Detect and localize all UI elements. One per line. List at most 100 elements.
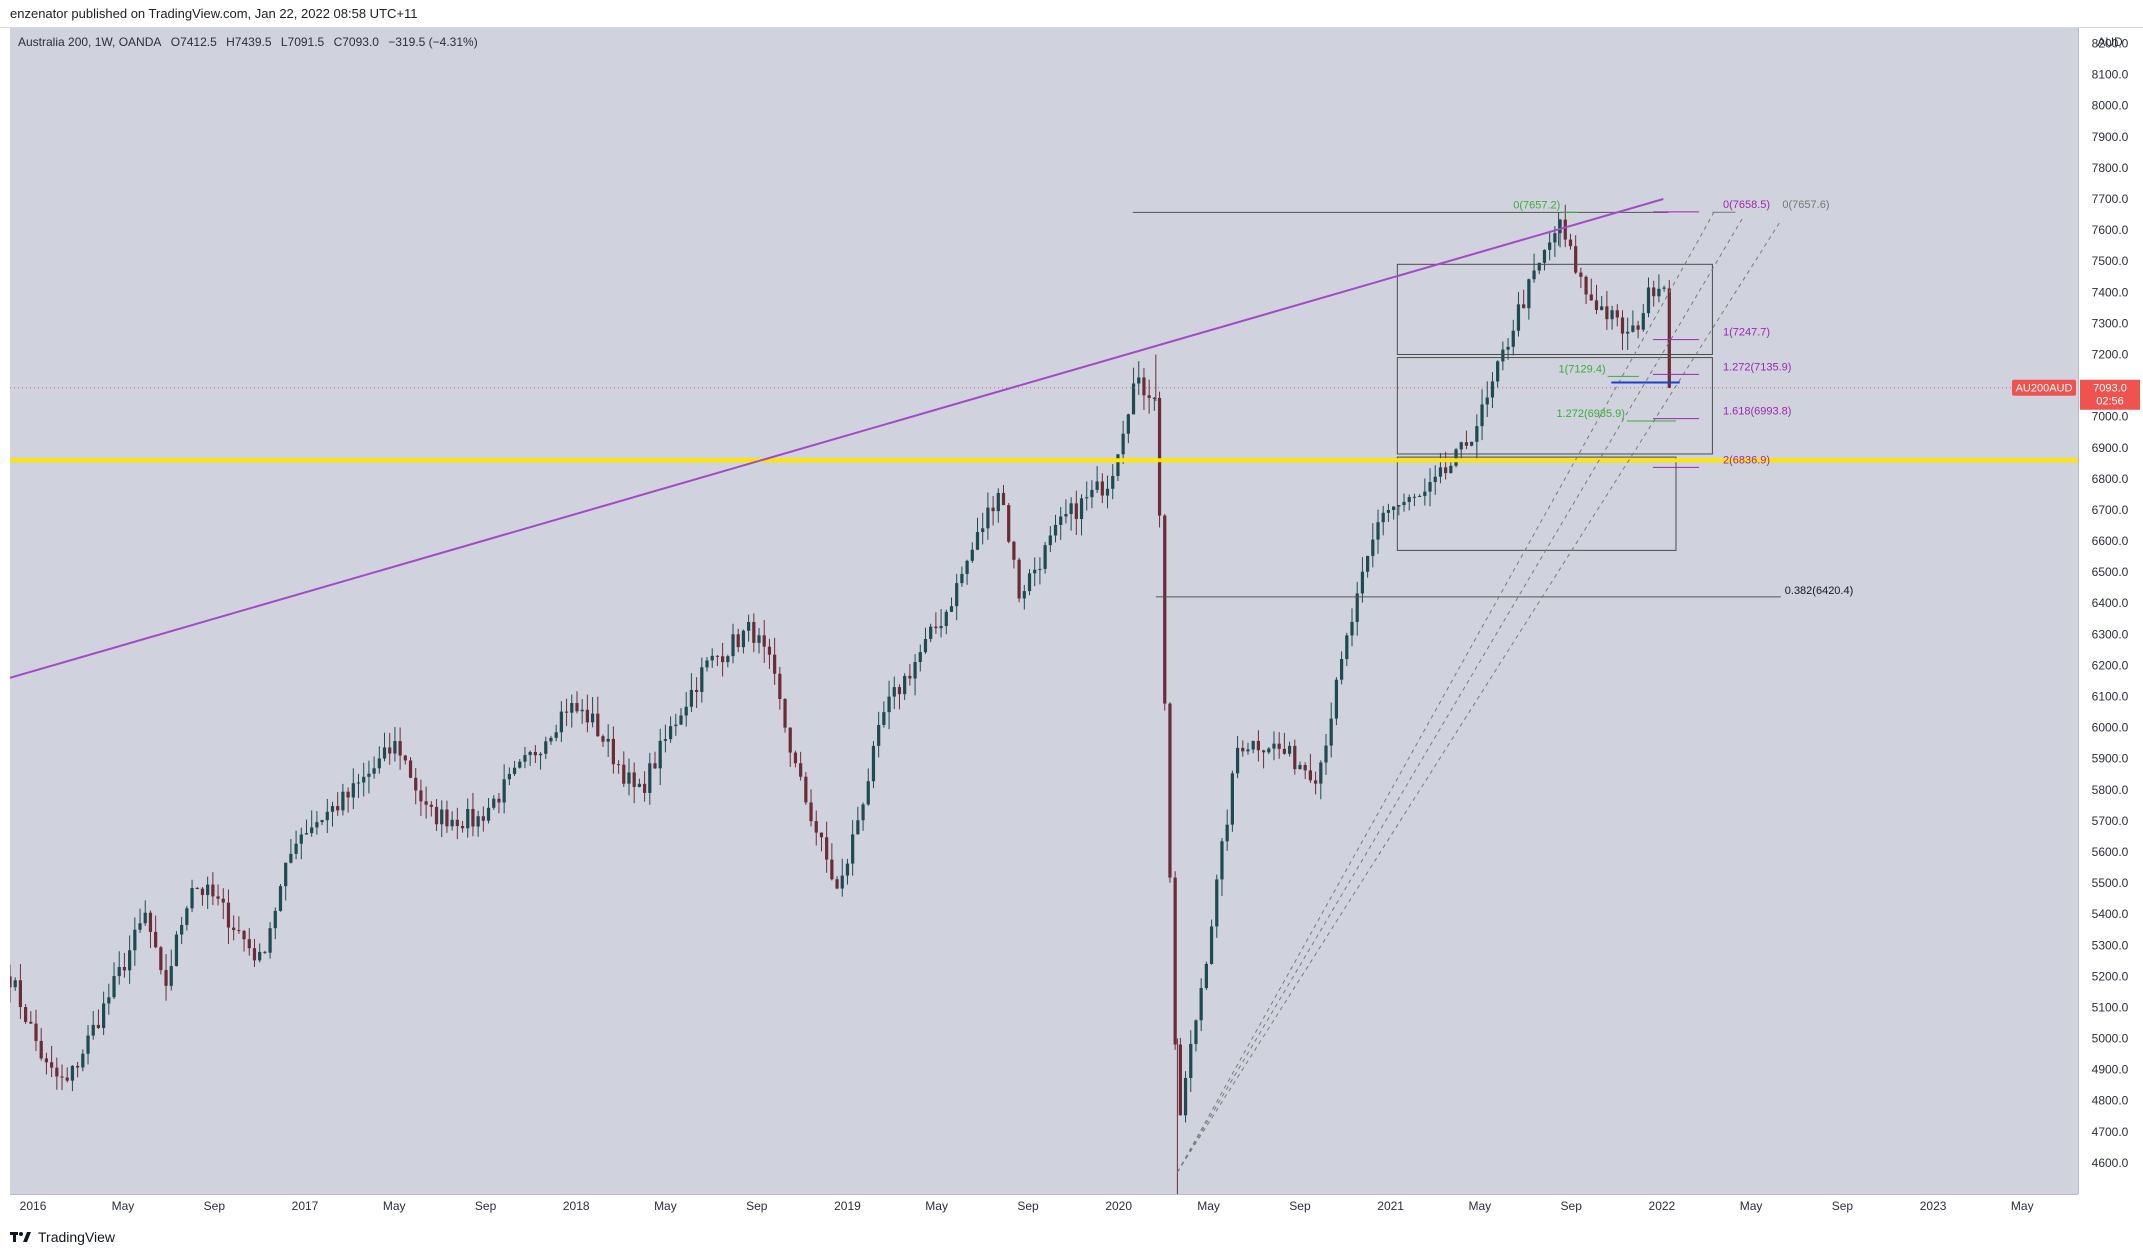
candle-bull bbox=[1600, 306, 1604, 310]
candle-bull bbox=[1246, 749, 1250, 752]
candle-bull bbox=[1204, 963, 1208, 989]
candle-bull bbox=[1459, 442, 1463, 450]
candle-bull bbox=[590, 713, 595, 723]
chart-pane[interactable] bbox=[10, 28, 2078, 1194]
symbol-tag-label: AU200AUD bbox=[2016, 383, 2073, 395]
price-tick-label: 8100.0 bbox=[2092, 68, 2129, 82]
candle-bear bbox=[642, 783, 647, 793]
candle-bull bbox=[538, 753, 543, 756]
candle-bear bbox=[1256, 740, 1260, 751]
price-tag-bg bbox=[2080, 379, 2140, 410]
candle-bear bbox=[1568, 239, 1573, 247]
zone-rectangle bbox=[1396, 357, 1713, 455]
candle-bull bbox=[367, 773, 371, 777]
ohlc-change: −319.5 (−4.31%) bbox=[388, 35, 478, 49]
candle-bear bbox=[159, 947, 163, 971]
price-tick-label: 5400.0 bbox=[2092, 907, 2129, 921]
candle-bear bbox=[34, 1023, 38, 1041]
candle-bull bbox=[185, 908, 189, 925]
candle-bull bbox=[731, 634, 735, 657]
candle-bull bbox=[877, 724, 881, 746]
candle-bull bbox=[1475, 426, 1479, 442]
candle-bull bbox=[1449, 465, 1453, 474]
tradingview-logo[interactable]: TradingView bbox=[10, 1229, 115, 1245]
candle-bear bbox=[1594, 300, 1599, 310]
candle-bull bbox=[674, 724, 678, 727]
candle-bull bbox=[1386, 510, 1391, 513]
candle-bull bbox=[362, 776, 366, 783]
candle-bull bbox=[710, 655, 714, 661]
candle-bull bbox=[351, 783, 355, 798]
candle-bear bbox=[1464, 442, 1469, 446]
candle-bull bbox=[523, 755, 527, 762]
candle-bull bbox=[1298, 764, 1302, 770]
candle-bear bbox=[336, 806, 340, 811]
candle-bull bbox=[278, 886, 283, 911]
time-tick-label: Sep bbox=[1017, 1199, 1039, 1213]
candle-bull bbox=[1527, 279, 1531, 309]
zone-rectangle bbox=[1396, 263, 1713, 355]
tradingview-brand: TradingView bbox=[38, 1229, 116, 1245]
candle-bull bbox=[518, 761, 522, 768]
candle-bull bbox=[382, 747, 387, 759]
candle-bull bbox=[174, 934, 179, 967]
candle-bear bbox=[1293, 745, 1297, 770]
candle-bear bbox=[1522, 304, 1526, 309]
price-tick-label: 5100.0 bbox=[2092, 1000, 2129, 1014]
candle-bull bbox=[512, 767, 517, 774]
candle-bull bbox=[1085, 497, 1089, 499]
ohlc-open: O7412.5 bbox=[170, 35, 217, 49]
price-tick-label: 5300.0 bbox=[2092, 938, 2129, 952]
candle-bull bbox=[1626, 331, 1630, 334]
candle-bull bbox=[903, 675, 907, 695]
publisher-line: enzenator published on TradingView.com, … bbox=[10, 6, 418, 21]
candle-bull bbox=[13, 980, 17, 988]
price-axis[interactable] bbox=[2078, 28, 2143, 1194]
candle-bull bbox=[507, 773, 511, 780]
candle-bull bbox=[466, 808, 470, 829]
candle-bear bbox=[1282, 748, 1286, 754]
candle-bear bbox=[96, 1024, 101, 1029]
time-tick-label: May bbox=[2011, 1199, 2034, 1213]
price-tick-label: 7000.0 bbox=[2092, 410, 2129, 424]
candle-bear bbox=[611, 738, 615, 765]
candle-bull bbox=[341, 791, 345, 811]
candle-bear bbox=[1163, 515, 1167, 704]
candle-bull bbox=[757, 635, 761, 643]
candle-bull bbox=[606, 738, 610, 742]
candle-bull bbox=[440, 809, 444, 825]
candle-bear bbox=[835, 879, 839, 889]
candle-bear bbox=[481, 816, 485, 821]
candle-bull bbox=[986, 507, 990, 529]
candle-bull bbox=[372, 768, 376, 774]
candle-bear bbox=[934, 626, 938, 629]
fib-level-label: 1.272(6985.9) bbox=[1556, 408, 1625, 420]
candle-bull bbox=[965, 560, 969, 574]
price-tick-label: 5200.0 bbox=[2092, 969, 2129, 983]
candle-bull bbox=[128, 950, 132, 971]
candle-bear bbox=[585, 709, 589, 723]
symbol-title[interactable]: Australia 200, 1W, OANDA bbox=[18, 35, 162, 49]
candle-bull bbox=[310, 827, 314, 834]
candle-bull bbox=[939, 626, 943, 629]
candle-bear bbox=[471, 808, 475, 827]
price-tick-label: 4800.0 bbox=[2092, 1094, 2129, 1108]
candle-bear bbox=[216, 896, 220, 899]
candle-bear bbox=[632, 772, 636, 787]
candle-bull bbox=[1397, 505, 1401, 507]
candle-bear bbox=[1574, 246, 1578, 273]
time-tick-label: Sep bbox=[204, 1199, 226, 1213]
candle-bull bbox=[330, 806, 335, 812]
time-axis[interactable] bbox=[10, 1194, 2078, 1219]
candle-bear bbox=[601, 736, 605, 742]
price-tick-label: 5000.0 bbox=[2092, 1032, 2129, 1046]
candle-bull bbox=[206, 884, 210, 896]
time-tick-label: 2023 bbox=[1920, 1199, 1947, 1213]
candle-bull bbox=[1194, 1020, 1198, 1044]
candle-bull bbox=[1412, 496, 1417, 498]
candle-bull bbox=[1235, 747, 1240, 774]
candle-bull bbox=[1064, 514, 1068, 517]
candle-bull bbox=[975, 532, 980, 550]
price-tick-label: 6500.0 bbox=[2092, 565, 2129, 579]
candle-bull bbox=[1048, 535, 1052, 546]
